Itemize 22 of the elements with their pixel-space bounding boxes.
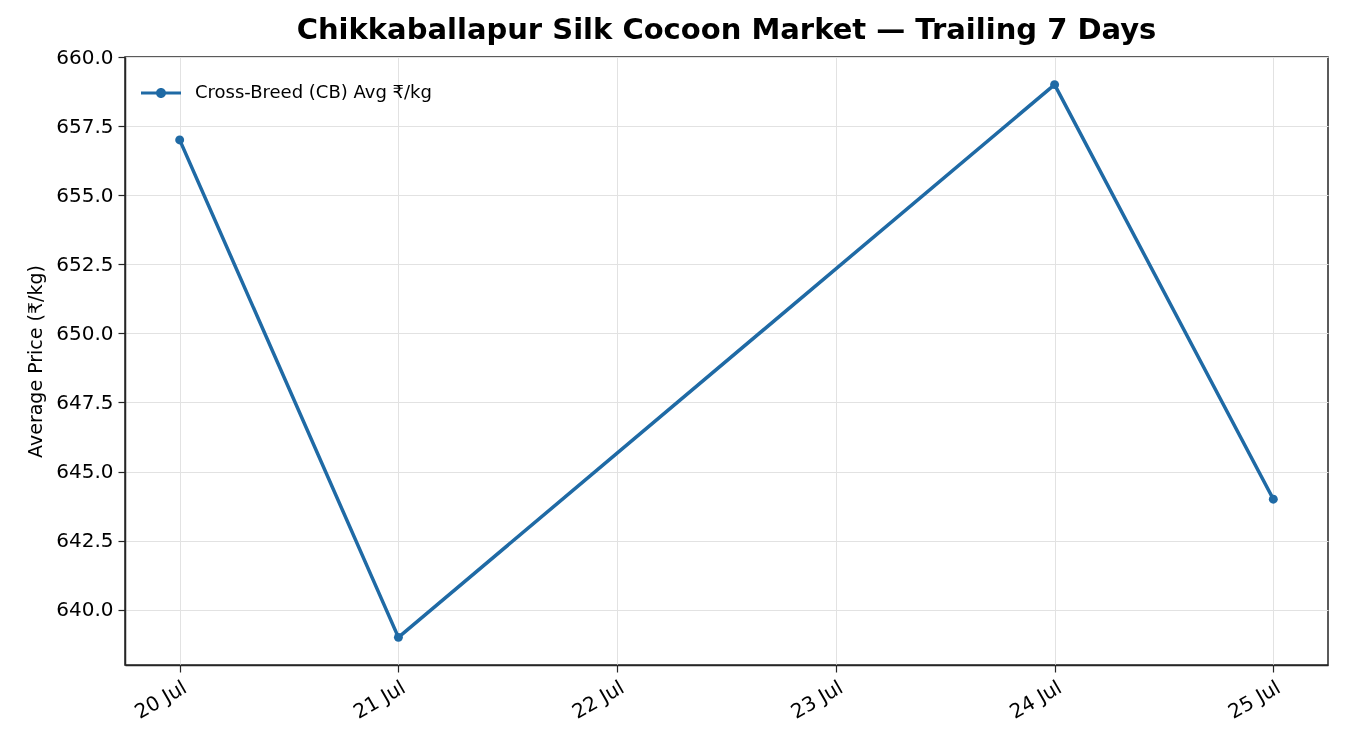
y-axis-title: Average Price (₹/kg): [24, 265, 47, 458]
y-tick-label: 657.5: [56, 113, 114, 138]
point: [1050, 80, 1060, 90]
x-tick-label: 23 Jul: [786, 674, 847, 724]
x-tick-label: 21 Jul: [348, 674, 410, 724]
y-tick-label: 642.5: [56, 528, 114, 553]
y-tick-label: 655.0: [56, 182, 114, 207]
x-tick-label: 25 Jul: [1223, 674, 1285, 724]
chart-title: Chikkaballapur Silk Cocoon Market — Trailing 7 Days: [296, 12, 1157, 46]
y-tick-label: 652.5: [56, 251, 114, 276]
y-tick-label: 660.0: [56, 44, 114, 69]
y-tick-label: 650.0: [56, 320, 114, 345]
x-tick-label: 24 Jul: [1005, 674, 1066, 724]
legend-label: Cross-Breed (CB) Avg ₹/kg: [195, 81, 432, 102]
y-tick-label: 640.0: [56, 597, 114, 622]
point: [175, 135, 185, 145]
x-tick-label: 22 Jul: [567, 674, 629, 724]
point: [393, 632, 403, 642]
x-tick-label: 20 Jul: [130, 674, 191, 724]
point: [1268, 494, 1278, 504]
y-tick-label: 645.0: [56, 459, 114, 484]
y-tick-label: 647.5: [56, 389, 114, 414]
